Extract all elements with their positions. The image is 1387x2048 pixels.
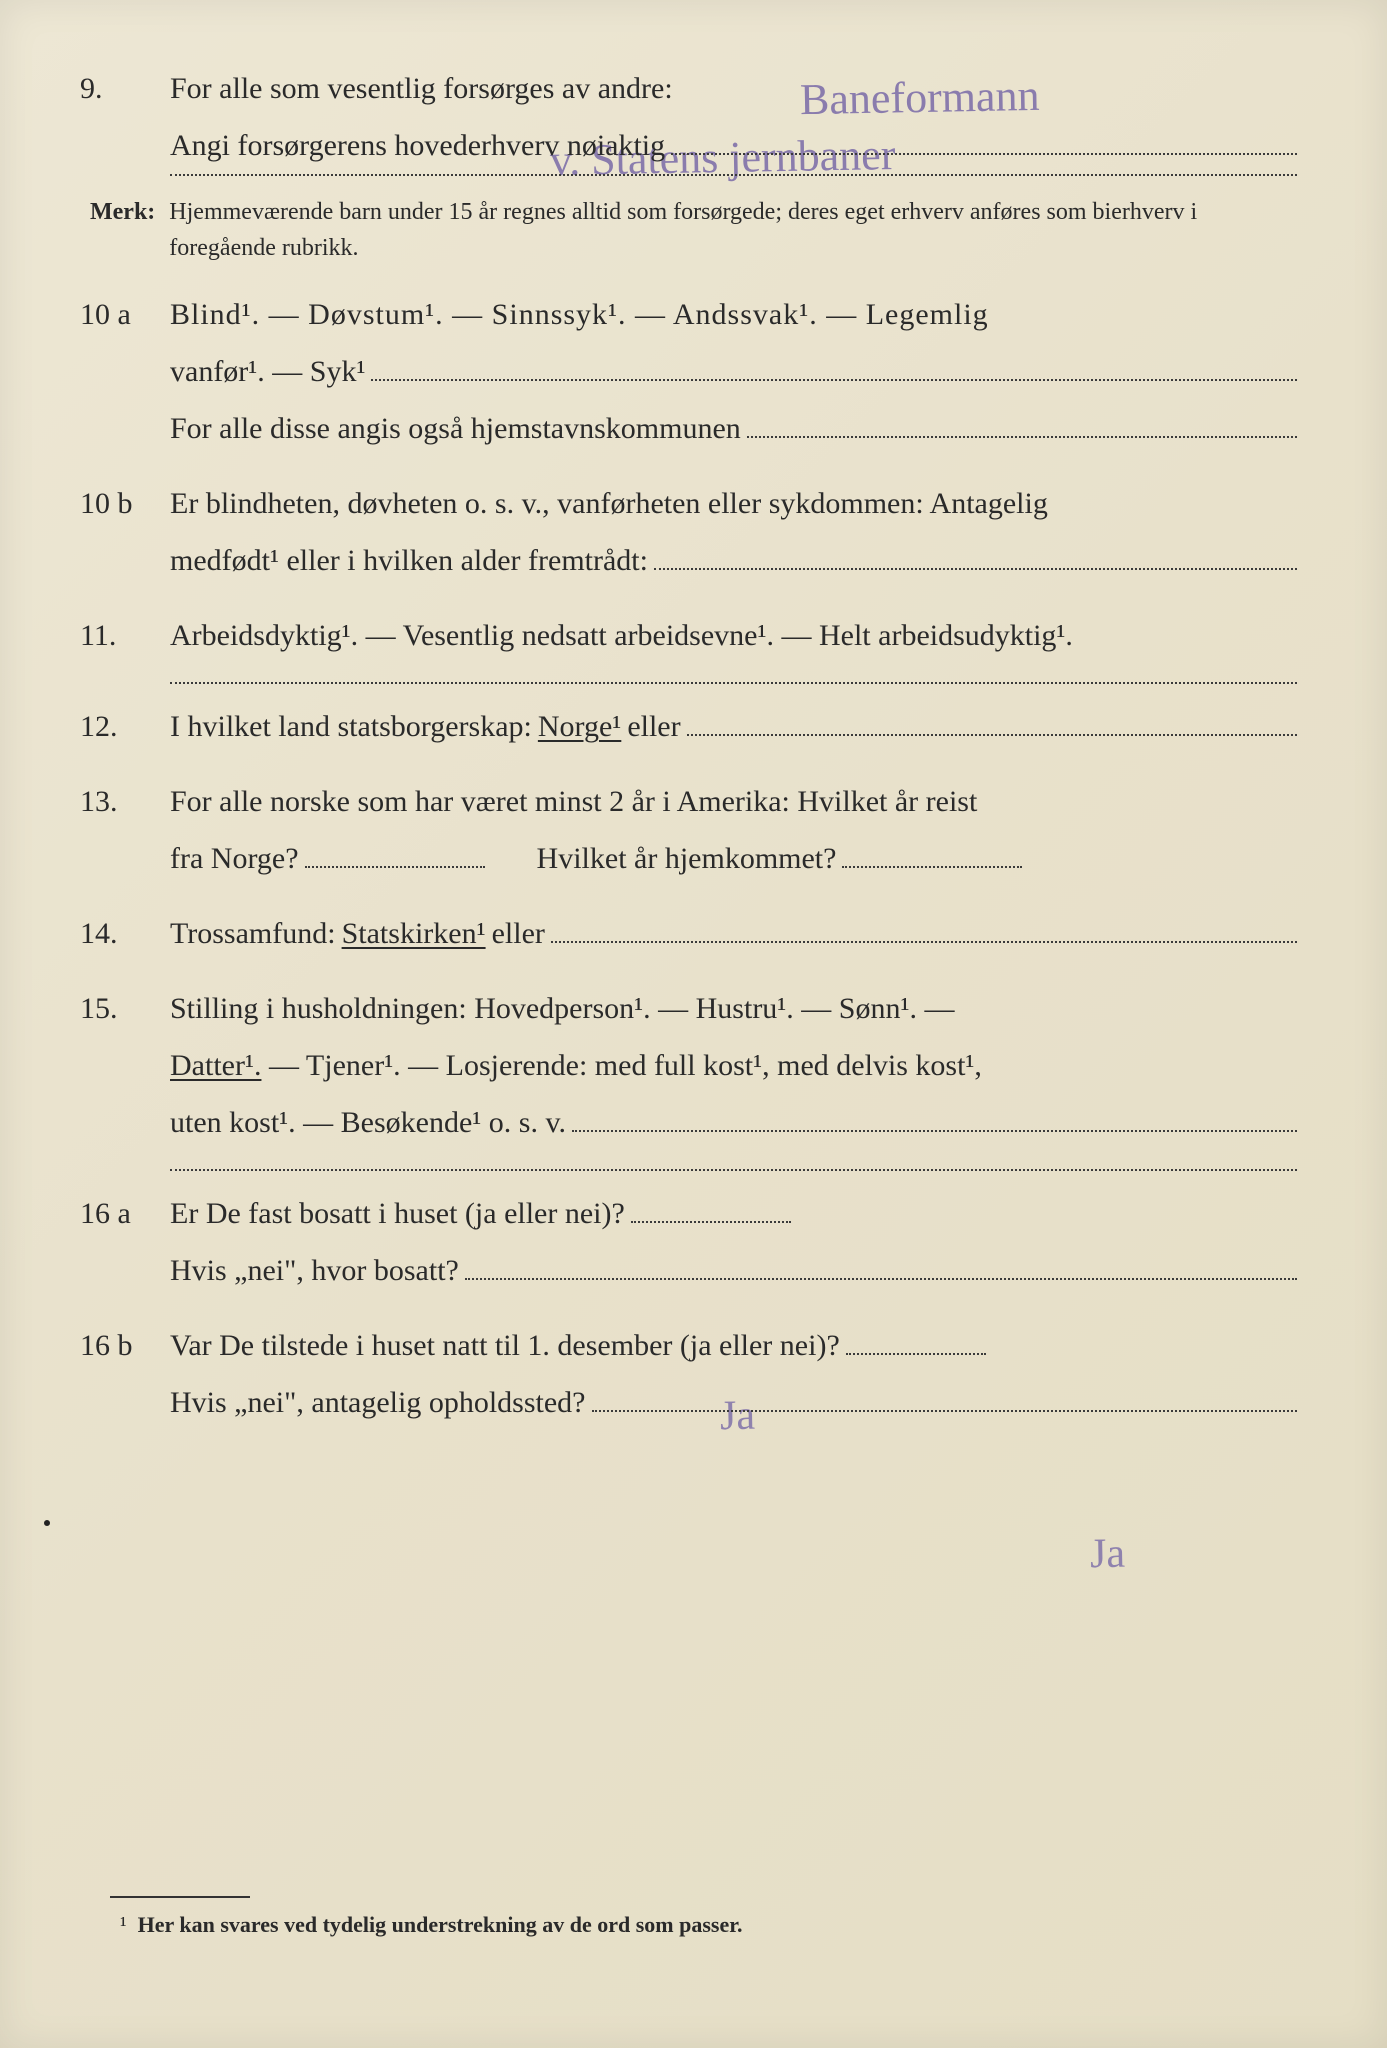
question-16a: 16 a Er De fast bosatt i huset (ja eller…	[90, 1185, 1297, 1299]
q14-answer-line[interactable]	[551, 941, 1297, 943]
q16a-answer-line2[interactable]	[465, 1278, 1297, 1280]
q16a-line2: Hvis „nei", hvor bosatt?	[170, 1242, 459, 1299]
q16b-line1: Var De tilstede i huset natt til 1. dese…	[170, 1317, 840, 1374]
q14-after: eller	[492, 905, 545, 962]
question-15: 15. Stilling i husholdningen: Hovedperso…	[90, 980, 1297, 1151]
q10a-answer-line2[interactable]	[747, 436, 1297, 438]
q16a-answer-line[interactable]	[631, 1192, 791, 1224]
q13-answer-year-left[interactable]	[305, 837, 485, 869]
q13-line2a: fra Norge?	[170, 830, 299, 887]
question-14: 14. Trossamfund: Statskirken¹ eller	[90, 905, 1297, 962]
q9-line2-text: Angi forsørgerens hovederhverv nøiaktig	[170, 117, 665, 174]
q11-text: Arbeidsdyktig¹. — Vesentlig nedsatt arbe…	[170, 607, 1297, 664]
stray-dot	[44, 1520, 50, 1526]
q16b-line2: Hvis „nei", antagelig opholdssted?	[170, 1374, 586, 1431]
q16b-answer-line2[interactable]	[592, 1410, 1298, 1412]
q15-number: 15.	[80, 980, 118, 1037]
q12-pre: I hvilket land statsborgerskap:	[170, 698, 532, 755]
q16a-line1: Er De fast bosatt i huset (ja eller nei)…	[170, 1185, 625, 1242]
q10b-number: 10 b	[80, 475, 133, 532]
q10a-number: 10 a	[80, 286, 131, 343]
q14-number: 14.	[80, 905, 118, 962]
question-10b: 10 b Er blindheten, døvheten o. s. v., v…	[90, 475, 1297, 589]
q15-choice-datter: Datter¹.	[170, 1049, 261, 1082]
footnote: ¹ Her kan svares ved tydelig understrekn…	[120, 1912, 742, 1938]
question-13: 13. For alle norske som har været minst …	[90, 773, 1297, 887]
q13-number: 13.	[80, 773, 118, 830]
q12-answer-line[interactable]	[687, 734, 1297, 736]
note-merk: Merk: Hjemmeværende barn under 15 år reg…	[90, 194, 1297, 266]
q11-number: 11.	[80, 607, 116, 664]
question-11: 11. Arbeidsdyktig¹. — Vesentlig nedsatt …	[90, 607, 1297, 664]
q10a-answer-line1[interactable]	[371, 379, 1297, 381]
question-16b: 16 b Var De tilstede i huset natt til 1.…	[90, 1317, 1297, 1431]
section-separator-2	[170, 1169, 1297, 1171]
footnote-text: Her kan svares ved tydelig understreknin…	[138, 1912, 743, 1937]
handwriting-answer-16b: Ja	[1090, 1530, 1126, 1579]
section-separator-1	[170, 682, 1297, 684]
q15-line3: uten kost¹. — Besøkende¹ o. s. v.	[170, 1094, 566, 1151]
question-9: 9. For alle som vesentlig forsørges av a…	[90, 60, 1297, 176]
q15-answer-line[interactable]	[572, 1130, 1297, 1132]
q12-number: 12.	[80, 698, 118, 755]
merk-label: Merk:	[90, 194, 155, 266]
q10a-line2: vanfør¹. — Syk¹	[170, 343, 365, 400]
merk-text: Hjemmeværende barn under 15 år regnes al…	[169, 194, 1297, 266]
q16b-number: 16 b	[80, 1317, 133, 1374]
q12-choice-norge: Norge¹	[538, 698, 621, 755]
q12-after: eller	[627, 698, 680, 755]
q15-line2-rest: — Tjener¹. — Losjerende: med full kost¹,…	[261, 1049, 981, 1082]
q10a-line3: For alle disse angis også hjemstavnskomm…	[170, 400, 741, 457]
q14-pre: Trossamfund:	[170, 905, 336, 962]
q9-answer-line[interactable]	[671, 153, 1297, 155]
q10a-line1: Blind¹. — Døvstum¹. — Sinnssyk¹. — Andss…	[170, 286, 1297, 343]
q10b-answer-line[interactable]	[654, 568, 1297, 570]
footnote-marker: ¹	[120, 1912, 127, 1937]
q13-answer-year-return[interactable]	[842, 837, 1022, 869]
q16a-number: 16 a	[80, 1185, 131, 1242]
footnote-rule	[110, 1896, 250, 1898]
q10b-line2: medfødt¹ eller i hvilken alder fremtrådt…	[170, 532, 648, 589]
census-form-page: Baneformann v. Statens jernbaner Ja Ja 9…	[0, 0, 1387, 2048]
question-12: 12. I hvilket land statsborgerskap: Norg…	[90, 698, 1297, 755]
question-10a: 10 a Blind¹. — Døvstum¹. — Sinnssyk¹. — …	[90, 286, 1297, 457]
q9-answer-line-2[interactable]	[170, 174, 1297, 176]
q16b-answer-line[interactable]	[846, 1324, 986, 1356]
q15-line1: Stilling i husholdningen: Hovedperson¹. …	[170, 980, 1297, 1037]
q13-line1: For alle norske som har været minst 2 år…	[170, 773, 1297, 830]
q10b-line1: Er blindheten, døvheten o. s. v., vanfør…	[170, 475, 1297, 532]
q9-number: 9.	[80, 60, 103, 117]
q9-line1: For alle som vesentlig forsørges av andr…	[170, 60, 1297, 117]
q13-line2b: Hvilket år hjemkommet?	[537, 830, 837, 887]
q14-choice-statskirken: Statskirken¹	[342, 905, 486, 962]
